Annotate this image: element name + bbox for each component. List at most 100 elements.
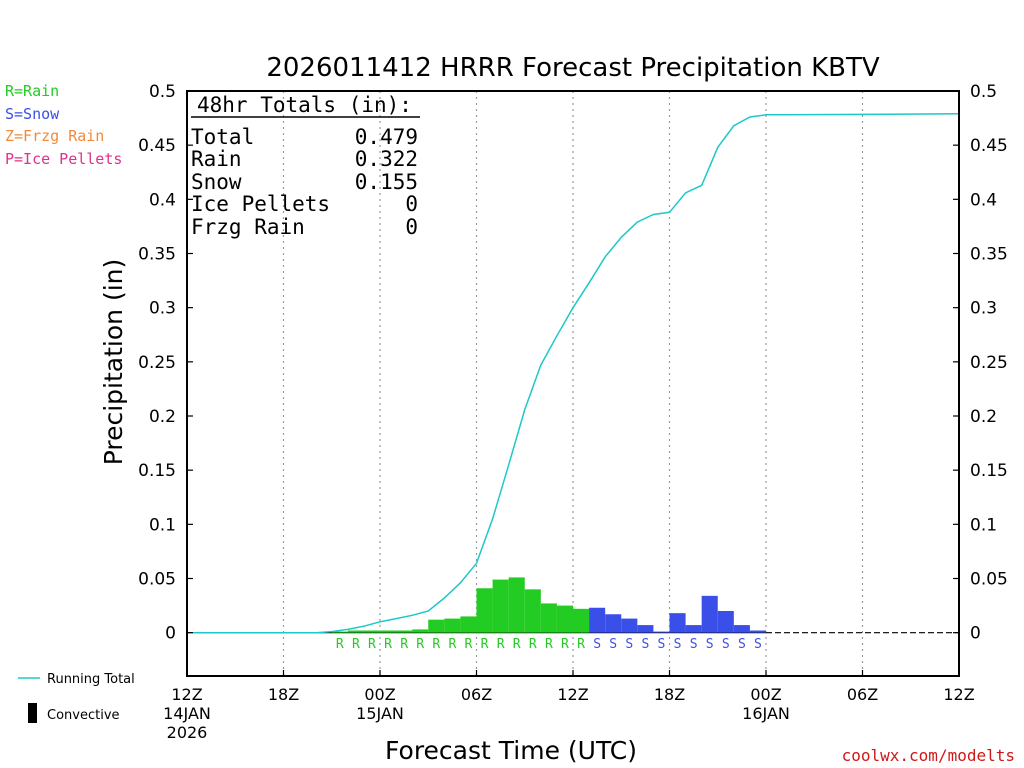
type-marker: S — [722, 637, 730, 652]
running-total-point — [652, 213, 655, 216]
y-tick-label-left: 0.4 — [149, 190, 176, 210]
precip-bar — [540, 603, 557, 633]
running-total-point — [781, 114, 783, 116]
y-tick-label-right: 0.3 — [970, 299, 997, 319]
running-total-point — [749, 116, 751, 118]
y-tick-label-right: 0.35 — [970, 245, 1008, 265]
precip-bar — [573, 608, 590, 633]
totals-label-frzg-rain: Frzg Rain — [191, 215, 305, 239]
type-marker: S — [658, 637, 666, 652]
precip-bar — [685, 625, 702, 633]
precip-bar — [363, 630, 380, 633]
x-tick-label: 06Z — [847, 685, 878, 704]
y-tick-label-right: 0.2 — [970, 407, 997, 427]
running-total-point — [524, 408, 526, 411]
precip-bar — [508, 577, 525, 633]
chart-title: 2026011412 HRRR Forecast Precipitation K… — [266, 53, 880, 83]
y-tick-label-right: 0.45 — [970, 136, 1008, 156]
type-marker: S — [641, 637, 649, 652]
x-tick-label: 12Z — [557, 685, 588, 704]
type-marker: S — [593, 637, 601, 652]
precip-bar — [347, 630, 364, 633]
precip-bar — [621, 618, 638, 633]
x-tick-label: 00Z — [750, 685, 781, 704]
totals-value-ice-pellets: 0 — [405, 192, 418, 216]
running-total-point — [604, 256, 606, 258]
totals-value-total: 0.479 — [355, 125, 418, 149]
totals-label-total: Total — [191, 125, 254, 149]
legend-snow: S=Snow — [5, 105, 60, 123]
totals-label-rain: Rain — [191, 147, 242, 171]
running-total-legend-label: Running Total — [47, 672, 135, 687]
type-marker: S — [609, 637, 617, 652]
type-marker: R — [416, 637, 424, 652]
totals-label-ice-pellets: Ice Pellets — [191, 192, 330, 216]
totals-box: 48hr Totals (in): Total 0.479 Rain 0.322… — [191, 93, 420, 239]
totals-label-snow: Snow — [191, 170, 242, 194]
running-total-point — [491, 518, 494, 520]
x-tick-label: 00Z — [364, 685, 395, 704]
type-marker: R — [384, 637, 392, 652]
y-tick-label-left: 0.5 — [149, 82, 176, 102]
precip-bar — [380, 630, 397, 633]
convective-legend-label: Convective — [47, 708, 120, 723]
running-total-point — [331, 630, 333, 633]
running-total-point — [717, 146, 719, 148]
precip-bar — [669, 613, 686, 633]
y-tick-label-right: 0.15 — [970, 461, 1008, 481]
type-marker: S — [690, 637, 698, 652]
type-marker: R — [368, 637, 376, 652]
precip-bar — [476, 588, 493, 633]
precip-bar — [556, 605, 573, 633]
running-total-point — [459, 582, 462, 584]
totals-value-rain: 0.322 — [355, 147, 418, 171]
y-tick-label-left: 0 — [165, 624, 176, 644]
y-axis-right: 0 0.05 0.1 0.15 0.2 0.25 0.3 0.35 0.4 0.45 0.5 — [953, 82, 1008, 644]
precip-bar — [428, 619, 445, 633]
totals-value-frzg-rain: 0 — [405, 215, 418, 239]
running-total-point — [668, 211, 671, 213]
totals-value-snow: 0.155 — [355, 170, 418, 194]
x-tick-label: 12Z — [171, 685, 202, 704]
y-tick-label-left: 0.35 — [138, 245, 176, 265]
series-legend: Running Total Convective — [18, 672, 135, 723]
precip-bar — [412, 629, 429, 633]
y-tick-label-left: 0.05 — [138, 570, 176, 590]
running-total-point — [508, 464, 510, 466]
y-tick-label-left: 0.15 — [138, 461, 176, 481]
x-tick-label: 18Z — [654, 685, 685, 704]
legend-frzg-rain: Z=Frzg Rain — [5, 127, 104, 145]
running-total-point — [733, 125, 735, 127]
running-total-point — [701, 184, 703, 186]
running-total-point — [556, 335, 558, 337]
y-tick-label-right: 0.4 — [970, 190, 997, 210]
precip-bar — [492, 579, 509, 633]
precip-bar — [749, 630, 766, 633]
running-total-point — [347, 628, 349, 631]
y-tick-label-left: 0.45 — [138, 136, 176, 156]
precip-bar — [653, 631, 670, 633]
running-total-point — [684, 192, 687, 194]
precip-bar — [637, 625, 654, 633]
type-marker: S — [706, 637, 714, 652]
y-tick-label-left: 0.2 — [149, 407, 176, 427]
y-tick-label-right: 0.1 — [970, 515, 997, 535]
precip-bar — [717, 611, 734, 633]
running-total-point — [475, 562, 478, 564]
running-total-point — [588, 282, 590, 284]
type-marker: R — [577, 637, 585, 652]
type-marker: R — [513, 637, 521, 652]
running-total-point — [315, 632, 317, 634]
y-tick-label-right: 0.05 — [970, 570, 1008, 590]
type-marker: R — [465, 637, 473, 652]
type-marker: R — [481, 637, 489, 652]
running-total-point — [411, 614, 413, 616]
x-tick-label: 18Z — [268, 685, 299, 704]
type-marker: R — [529, 637, 537, 652]
x-tick-label: 12Z — [943, 685, 974, 704]
legend-ice-pellets: P=Ice Pellets — [5, 150, 122, 168]
precip-bar — [396, 630, 413, 633]
x-tick-date: 14JAN — [163, 704, 211, 723]
precip-bar — [701, 595, 718, 633]
